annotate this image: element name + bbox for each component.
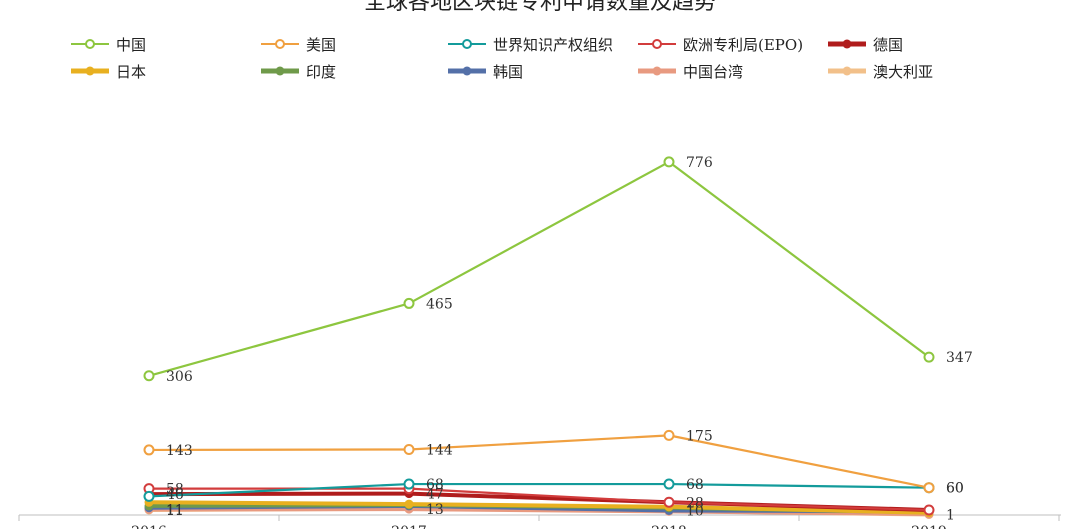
legend-item: 德国 [827,33,903,55]
legend-label: 日本 [116,62,147,81]
legend-swatch [638,39,676,49]
legend-label: 德国 [873,35,904,54]
legend-item: 中国 [70,33,146,55]
data-label: 175 [686,428,713,444]
data-point [143,490,155,502]
legend-swatch [828,66,866,76]
x-tick-label: 2019 [911,524,947,529]
legend-swatch [261,39,299,49]
series-line [147,482,931,498]
x-tick-label: 2017 [391,524,427,529]
data-label: 68 [426,477,444,493]
data-label: 144 [426,442,453,458]
legend-swatch [71,39,109,49]
legend-label: 美国 [306,35,337,54]
data-label: 47 [426,487,444,503]
data-label: 28 [686,495,704,511]
legend-label: 韩国 [493,62,524,81]
data-point [663,156,675,168]
legend-item: 世界知识产权组织 [447,33,613,55]
chart-title: 全球各地区块链专利申请数量及趋势 [363,0,716,15]
legend-swatch [448,66,486,76]
data-label: 46 [166,487,184,503]
data-point [403,478,415,490]
legend-label: 澳大利亚 [873,62,934,81]
legend-item: 韩国 [447,60,523,82]
series-line [147,160,931,377]
data-point [403,443,415,455]
legend-label: 中国台湾 [683,62,744,81]
legend-label: 欧洲专利局(EPO) [683,35,804,54]
data-label: 68 [686,477,704,493]
legend-label: 中国 [116,35,147,54]
data-label: 143 [166,443,193,459]
data-label: 1 [946,508,955,524]
data-label: 58 [166,482,184,498]
data-label: 13 [426,502,444,518]
data-point [663,429,675,441]
series-line [147,487,931,512]
data-point [143,444,155,456]
data-point [403,297,415,309]
series-line [147,434,931,489]
series-line [147,500,931,515]
data-label: 776 [686,155,713,171]
legend-swatch [71,66,109,76]
x-tick-label: 2016 [131,524,167,529]
data-point [404,499,414,509]
legend-item: 美国 [260,33,336,55]
data-point [923,351,935,363]
legend-item: 印度 [260,60,336,82]
legend-item: 日本 [70,60,146,82]
legend-swatch [448,39,486,49]
data-label: 465 [426,296,453,312]
legend-item: 中国台湾 [637,60,743,82]
x-tick-label: 2018 [651,524,687,529]
data-label: 60 [946,481,964,497]
data-label: 10 [686,503,704,519]
legend-swatch [261,66,299,76]
data-label: 306 [166,369,193,385]
legend-label: 世界知识产权组织 [493,35,614,54]
legend-item: 澳大利亚 [827,60,933,82]
data-point [923,504,935,516]
data-label: 11 [166,503,184,519]
data-label: 347 [946,350,973,366]
data-label: 60 [946,481,964,497]
legend-label: 印度 [306,62,337,81]
legend-swatch [638,66,676,76]
legend-item: 欧洲专利局(EPO) [637,33,803,55]
data-point [143,370,155,382]
data-label: 11 [166,503,184,519]
data-point [663,478,675,490]
data-point [923,482,935,494]
data-point [663,496,675,508]
legend-swatch [828,39,866,49]
